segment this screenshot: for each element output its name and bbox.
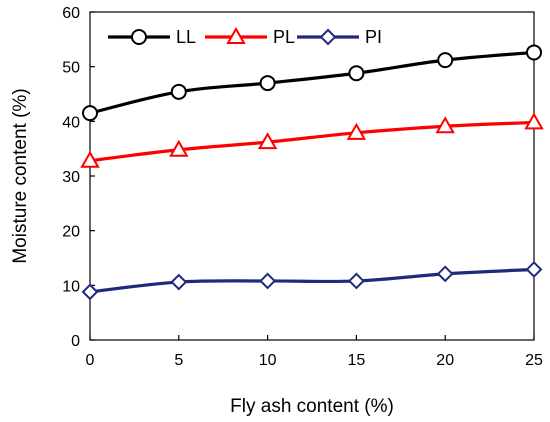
x-tick-label: 10 [259, 352, 277, 369]
series-ll-point [259, 75, 276, 92]
legend-marker-pl [226, 26, 246, 44]
series-pi [81, 261, 543, 301]
series-pl [80, 112, 544, 168]
x-tick-label: 25 [525, 352, 543, 369]
plot-area-frame [89, 11, 535, 341]
series-pl-point [524, 112, 544, 130]
series-pl-point [346, 122, 367, 140]
series-pl-point [257, 132, 278, 150]
series-pi-point [259, 272, 277, 290]
y-tick-label: 60 [62, 5, 80, 22]
series-ll-point [170, 83, 187, 100]
x-tick-label: 20 [436, 352, 454, 369]
series-pl-point [169, 139, 189, 157]
series-pi-point [81, 283, 99, 301]
series-pl-line [89, 120, 535, 163]
legend-label-pi: PI [365, 27, 382, 47]
y-tick-label: 40 [62, 114, 80, 131]
series-ll-point [348, 65, 365, 82]
series-pi-point [347, 272, 365, 290]
x-tick-label: 5 [174, 352, 183, 369]
series-pl-point [435, 116, 455, 134]
legend-marker-ll [131, 29, 147, 45]
legend-label-pl: PL [273, 27, 295, 47]
series-pi-line [89, 267, 535, 294]
legend-marker-pi [319, 28, 337, 46]
series-ll [82, 44, 542, 122]
legend-item-pl: PL [205, 26, 295, 47]
y-tick-label: 30 [62, 169, 80, 186]
legend-label-ll: LL [176, 27, 196, 47]
series-ll-point [526, 44, 542, 61]
series-ll-point [82, 105, 98, 122]
y-tick-label: 10 [62, 278, 80, 295]
legend-item-pi: PI [297, 27, 382, 47]
legend: LL PL PI [108, 26, 382, 47]
series-pi-point [170, 273, 188, 291]
series-pi-point [436, 265, 454, 283]
y-axis-title: Moisture content (%) [10, 88, 31, 263]
y-axis-ticks: 0 10 20 30 40 50 60 [62, 5, 95, 350]
legend-item-ll: LL [108, 27, 196, 47]
series-layer [80, 44, 544, 301]
series-pi-point [525, 261, 543, 278]
series-ll-point [437, 52, 454, 69]
series-ll-line [89, 50, 535, 115]
x-axis-title: Fly ash content (%) [230, 396, 394, 417]
x-tick-label: 15 [348, 352, 366, 369]
y-tick-label: 20 [62, 224, 80, 241]
x-tick-label: 0 [86, 352, 95, 369]
y-tick-label: 0 [71, 333, 80, 350]
y-tick-label: 50 [62, 60, 80, 77]
series-pl-point [80, 150, 100, 168]
x-axis-ticks: 0 5 10 15 20 25 [86, 335, 543, 369]
